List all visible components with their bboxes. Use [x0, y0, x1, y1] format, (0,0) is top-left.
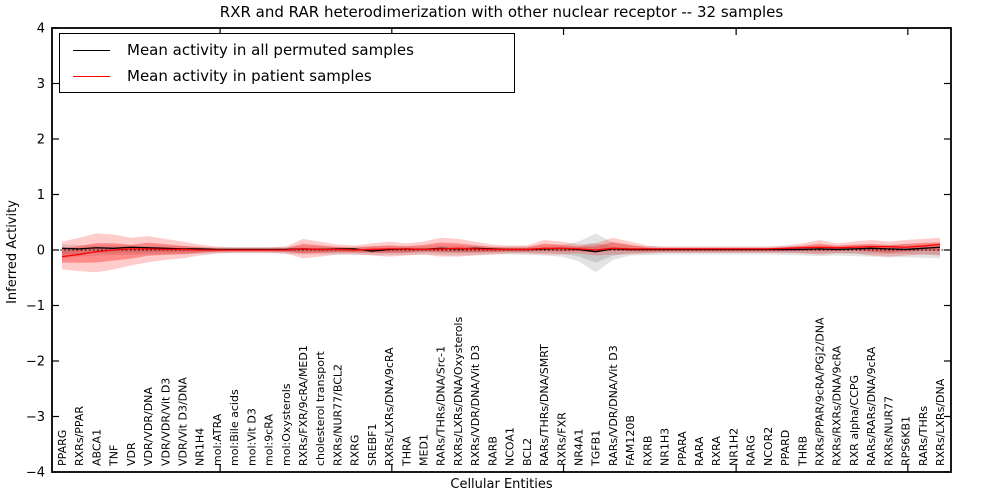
x-category-label: RXRs/NUR77/BCL2 [331, 364, 344, 466]
x-category-label: mol:Vit D3 [245, 408, 258, 466]
x-category-label: cholesterol transport [314, 351, 327, 466]
x-category-label: mol:Oxysterols [280, 383, 293, 466]
legend-label: Mean activity in all permuted samples [127, 41, 414, 59]
x-category-label: RXRs/LXRs/DNA [934, 378, 947, 466]
legend: Mean activity in all permuted samples Me… [59, 33, 515, 93]
band-outer [62, 233, 940, 273]
x-category-label: RARs/THRs/DNA/SMRT [538, 344, 551, 466]
x-category-label: mol:ATRA [211, 413, 224, 466]
y-tick-label: 0 [37, 244, 45, 259]
x-category-label: RXRs/PPAR/9cRA/PGJ2/DNA [813, 317, 826, 466]
x-category-label: ABCA1 [90, 429, 103, 466]
x-category-label: THRA [400, 436, 413, 467]
y-tick-label: 3 [37, 77, 45, 92]
x-category-label: RXRs/VDR/DNA/Vit D3 [469, 345, 482, 466]
series-line [61, 243, 941, 258]
x-axis-title: Cellular Entities [450, 477, 553, 492]
x-category-label: RXRB [641, 436, 654, 466]
x-category-label: MED1 [418, 434, 431, 466]
legend-item: Mean activity in all permuted samples [60, 37, 514, 63]
y-tick-label: 4 [37, 22, 45, 37]
x-category-label: VDR/VDR/Vit D3 [159, 378, 172, 466]
y-tick-label: −4 [26, 466, 45, 481]
x-category-label: VDR [125, 442, 138, 466]
x-category-label: RARs/THRs/DNA/Src-1 [435, 346, 448, 466]
y-tick-label: −1 [26, 299, 45, 314]
x-category-label: NCOR2 [762, 427, 775, 466]
x-category-label: RARG [745, 435, 758, 466]
x-category-label: RXRs/FXR/9cRA/MED1 [297, 345, 310, 466]
x-category-label: THRB [796, 436, 809, 467]
x-category-label: NR1H2 [727, 428, 740, 466]
y-tick-label: 1 [37, 188, 45, 203]
x-category-label: NR1H4 [194, 428, 207, 466]
x-category-label: BCL2 [521, 438, 534, 466]
legend-label: Mean activity in patient samples [127, 67, 372, 85]
x-category-label: PPARD [779, 430, 792, 466]
x-category-label: VDR/VDR/DNA [142, 387, 155, 466]
x-category-label: RXRG [349, 435, 362, 466]
y-tick-label: −2 [26, 355, 45, 370]
x-category-label: TNF [108, 445, 121, 467]
x-category-label: TGFB1 [590, 430, 603, 467]
x-category-label: RARs/THRs [917, 406, 930, 466]
x-category-label: PPARG [56, 430, 69, 466]
chart-title: RXR and RAR heterodimerization with othe… [219, 3, 784, 21]
x-category-label: FAM120B [624, 415, 637, 466]
y-tick-label: −3 [26, 410, 45, 425]
x-category-label: RXRA [710, 436, 723, 466]
x-category-label: mol:9cRA [263, 414, 276, 466]
legend-line-sample [73, 49, 110, 51]
y-axis-title: Inferred Activity [5, 200, 20, 304]
legend-item: Mean activity in patient samples [60, 63, 514, 89]
x-category-label: RPS6KB1 [900, 416, 913, 466]
band-inner [62, 241, 940, 263]
x-category-label: RXRs/RXRs/DNA/9cRA [831, 345, 844, 466]
x-category-label: RARB [486, 436, 499, 466]
x-category-label: PPARA [676, 431, 689, 466]
x-category-label: NR1H3 [659, 428, 672, 466]
x-category-label: VDR/Vit D3/DNA [177, 377, 190, 466]
x-category-label: RXRs/NUR77 [882, 396, 895, 466]
x-category-label: SREBF1 [366, 424, 379, 466]
x-category-label: RARA [693, 436, 706, 466]
x-category-label: RXRs/LXRs/DNA/9cRA [383, 347, 396, 466]
legend-line-sample [73, 75, 110, 77]
x-category-label: RXR alpha/CCPG [848, 375, 861, 466]
x-category-label: RXRs/FXR [555, 412, 568, 466]
x-category-label: NCOA1 [504, 427, 517, 466]
x-category-label: RARs/VDR/DNA/Vit D3 [607, 345, 620, 466]
band-outer [62, 233, 940, 273]
x-category-label: RXRs/LXRs/DNA/Oxysterols [452, 317, 465, 466]
x-category-label: RARs/RARs/DNA/9cRA [865, 346, 878, 466]
x-category-label: RXRs/PPAR [73, 406, 86, 466]
x-category-label: NR4A1 [572, 429, 585, 466]
x-category-label: mol:Bile acids [228, 389, 241, 466]
y-tick-label: 2 [37, 133, 45, 148]
